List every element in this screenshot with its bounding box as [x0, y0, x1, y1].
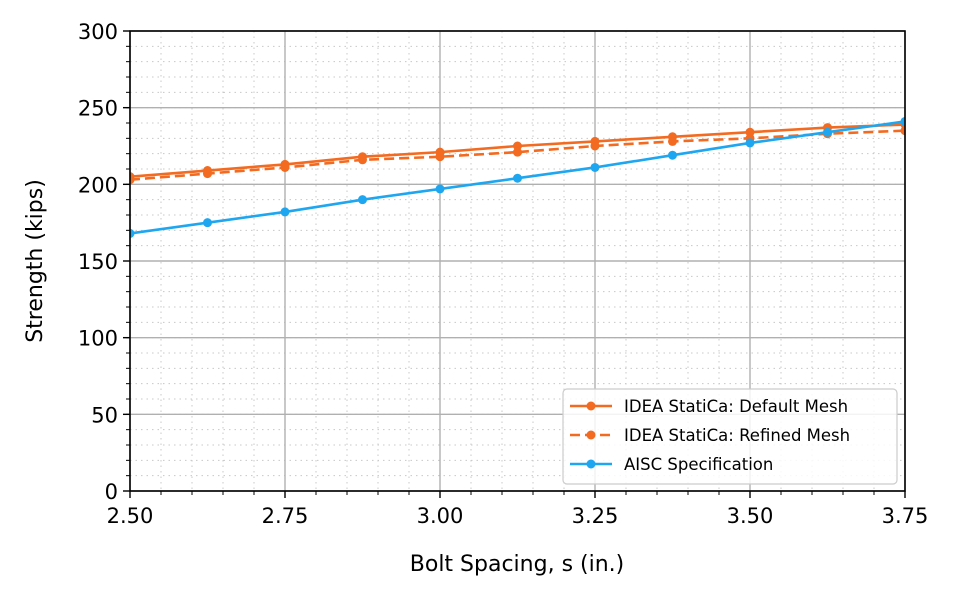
legend-swatch-marker	[586, 430, 596, 440]
data-point	[358, 155, 367, 165]
data-point	[668, 150, 677, 160]
legend-box	[562, 388, 898, 485]
data-point	[280, 207, 290, 217]
y-tick-label: 300	[78, 20, 118, 44]
data-point	[823, 127, 832, 137]
series-lines	[130, 116, 905, 238]
data-point	[280, 162, 290, 172]
x-tick-label: 2.50	[107, 504, 154, 528]
data-point	[358, 195, 367, 205]
data-point	[900, 126, 905, 136]
x-axis-label: Bolt Spacing, s (in.)	[410, 552, 624, 577]
data-point	[435, 152, 445, 162]
y-tick-label: 50	[91, 403, 118, 427]
series-line	[130, 129, 905, 182]
data-point	[130, 175, 135, 185]
legend-label: IDEA StatiCa: Default Mesh	[624, 397, 848, 416]
y-axis-label: Strength (kips)	[23, 179, 48, 343]
x-tick-label: 3.75	[882, 504, 929, 528]
data-point	[900, 116, 905, 126]
axis-ticks: 2.50 2.75 3.00 3.25 3.50 3.75 0 50 100 150 200 250 3…	[78, 20, 928, 528]
x-tick-label: 2.75	[262, 504, 309, 528]
data-point	[513, 147, 522, 157]
legend-label: AISC Specification	[624, 455, 773, 474]
y-tick-label: 100	[78, 327, 118, 351]
data-point	[668, 136, 677, 146]
series-2	[130, 116, 905, 238]
data-point	[590, 141, 600, 151]
legend: IDEA StatiCa: Default Mesh IDEA StatiCa: …	[562, 388, 898, 485]
x-tick-label: 3.00	[417, 504, 464, 528]
legend-swatch-marker	[586, 401, 596, 411]
legend-swatch-marker	[586, 459, 596, 469]
data-point	[130, 228, 135, 238]
x-tick-label: 3.50	[727, 504, 774, 528]
x-tick-label: 3.25	[572, 504, 619, 528]
data-point	[203, 218, 212, 228]
y-tick-label: 250	[78, 97, 118, 121]
data-point	[203, 169, 212, 179]
legend-label: IDEA StatiCa: Refined Mesh	[624, 426, 850, 445]
y-tick-label: 0	[105, 480, 118, 504]
y-tick-label: 200	[78, 173, 118, 197]
data-point	[513, 173, 522, 183]
data-point	[435, 184, 445, 194]
data-point	[590, 162, 600, 172]
y-tick-label: 150	[78, 250, 118, 274]
data-point	[745, 138, 755, 148]
